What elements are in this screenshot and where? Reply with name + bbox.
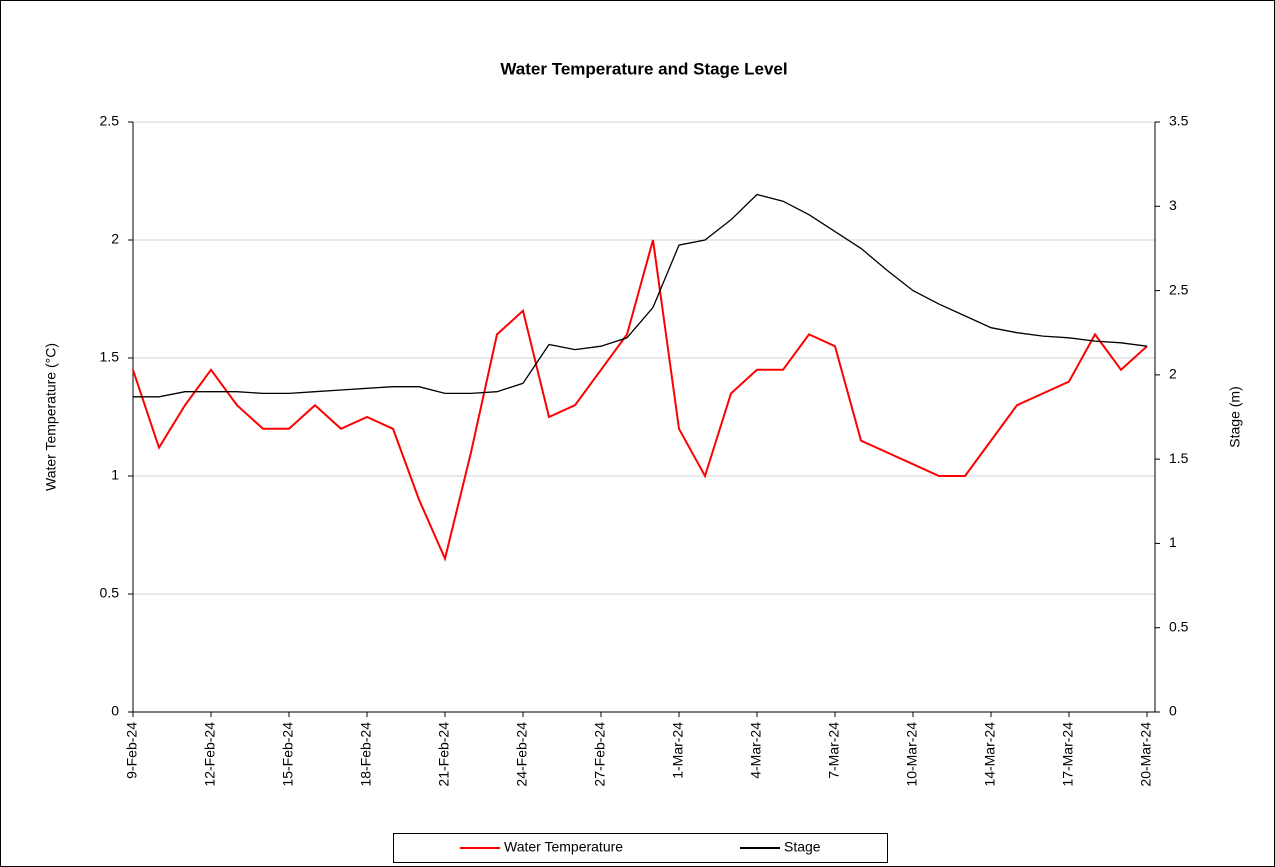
- y2-axis-label: Stage (m): [1227, 386, 1243, 447]
- y2-tick-label: 1: [1169, 534, 1177, 550]
- y-tick-label: 0: [111, 703, 119, 719]
- x-tick-label: 12-Feb-24: [202, 722, 218, 787]
- y2-tick-label: 1.5: [1169, 450, 1189, 466]
- x-tick-label: 10-Mar-24: [904, 722, 920, 787]
- x-tick-label: 4-Mar-24: [748, 722, 764, 779]
- y-tick-label: 0.5: [100, 585, 120, 601]
- y-tick-label: 1: [111, 467, 119, 483]
- legend-label: Water Temperature: [504, 839, 623, 855]
- series-line: [133, 193, 1148, 398]
- chart-title: Water Temperature and Stage Level: [500, 59, 787, 78]
- y2-tick-label: 2.5: [1169, 281, 1189, 297]
- x-tick-label: 27-Feb-24: [592, 722, 608, 787]
- x-tick-label: 9-Feb-24: [124, 722, 140, 779]
- y2-tick-label: 2: [1169, 366, 1177, 382]
- x-tick-label: 18-Feb-24: [358, 722, 374, 787]
- y-tick-label: 2.5: [100, 113, 120, 129]
- x-tick-label: 14-Mar-24: [982, 722, 998, 787]
- x-tick-label: 1-Mar-24: [670, 722, 686, 779]
- x-tick-label: 15-Feb-24: [280, 722, 296, 787]
- x-tick-label: 20-Mar-24: [1138, 722, 1154, 787]
- legend-label: Stage: [784, 839, 821, 855]
- y-tick-label: 2: [111, 231, 119, 247]
- x-tick-label: 24-Feb-24: [514, 722, 530, 787]
- y2-tick-label: 0: [1169, 703, 1177, 719]
- y-tick-label: 1.5: [100, 349, 120, 365]
- x-tick-label: 7-Mar-24: [826, 722, 842, 779]
- x-tick-label: 17-Mar-24: [1060, 722, 1076, 787]
- x-tick-label: 21-Feb-24: [436, 722, 452, 787]
- series-line: [132, 239, 1148, 562]
- y2-tick-label: 0.5: [1169, 618, 1189, 634]
- y-axis-label: Water Temperature (°C): [43, 343, 59, 491]
- y2-tick-label: 3: [1169, 197, 1177, 213]
- y2-tick-label: 3.5: [1169, 113, 1189, 129]
